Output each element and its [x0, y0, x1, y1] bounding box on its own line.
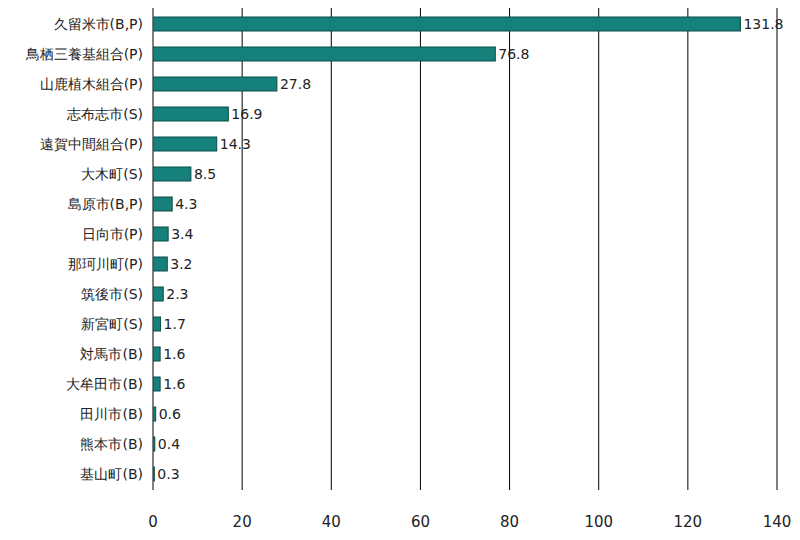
data-label: 14.3	[220, 136, 251, 152]
bar	[153, 167, 191, 181]
category-label: 山鹿植木組合(P)	[40, 76, 143, 92]
tick-label: 120	[674, 513, 703, 531]
grid-line	[687, 8, 688, 490]
data-label: 2.3	[166, 286, 188, 302]
tick-label: 40	[322, 513, 341, 531]
tick-label: 20	[233, 513, 252, 531]
grid-line	[420, 8, 421, 490]
bar	[153, 107, 228, 121]
grid-line	[598, 8, 599, 490]
data-label: 27.8	[280, 76, 311, 92]
category-label: 鳥栖三養基組合(P)	[25, 46, 143, 62]
bar	[153, 287, 163, 301]
bar	[153, 77, 277, 91]
bar	[153, 137, 217, 151]
category-label: 筑後市(S)	[81, 286, 143, 302]
category-label: 大木町(S)	[81, 166, 143, 182]
data-label: 1.6	[163, 346, 185, 362]
bar	[153, 227, 168, 241]
data-label: 16.9	[231, 106, 262, 122]
bar	[153, 197, 172, 211]
bar	[153, 437, 155, 451]
bar	[153, 467, 154, 481]
tick-label: 100	[584, 513, 613, 531]
bars	[153, 17, 740, 481]
tick-label: 60	[411, 513, 430, 531]
grid-line	[777, 8, 778, 490]
bar	[153, 17, 740, 31]
tick-label: 0	[148, 513, 158, 531]
category-label: 日向市(P)	[82, 226, 143, 242]
category-label: 島原市(B,P)	[68, 196, 143, 212]
data-label: 3.4	[171, 226, 193, 242]
data-label: 1.6	[163, 376, 185, 392]
bar	[153, 257, 167, 271]
data-label: 131.8	[743, 16, 783, 32]
bar	[153, 377, 160, 391]
data-label: 4.3	[175, 196, 197, 212]
data-label: 76.8	[498, 46, 529, 62]
category-label: 田川市(B)	[80, 406, 143, 422]
data-label: 0.4	[158, 436, 180, 452]
grid-line	[331, 8, 332, 490]
data-label: 8.5	[194, 166, 216, 182]
category-label: 那珂川町(P)	[68, 256, 143, 272]
tick-label: 80	[500, 513, 519, 531]
bar	[153, 407, 156, 421]
category-label: 志布志市(S)	[67, 106, 143, 122]
data-label: 0.3	[157, 466, 179, 482]
category-label: 対馬市(B)	[80, 346, 143, 362]
tick-label: 140	[763, 513, 792, 531]
category-label: 熊本市(B)	[80, 436, 143, 452]
data-label: 1.7	[164, 316, 186, 332]
category-label: 大牟田市(B)	[66, 376, 143, 392]
data-label: 3.2	[170, 256, 192, 272]
category-label: 久留米市(B,P)	[54, 16, 143, 32]
bar	[153, 317, 161, 331]
grid-line	[509, 8, 510, 490]
category-label: 遠賀中間組合(P)	[40, 136, 143, 152]
data-label: 0.6	[159, 406, 181, 422]
category-label: 新宮町(S)	[81, 316, 143, 332]
chart: 0 20 40 60 80 100 120 140 久留米市(B,P) 131.8 鳥栖三養基組合(…	[0, 0, 800, 540]
category-label: 基山町(B)	[80, 466, 143, 482]
bar	[153, 47, 495, 61]
bar	[153, 347, 160, 361]
